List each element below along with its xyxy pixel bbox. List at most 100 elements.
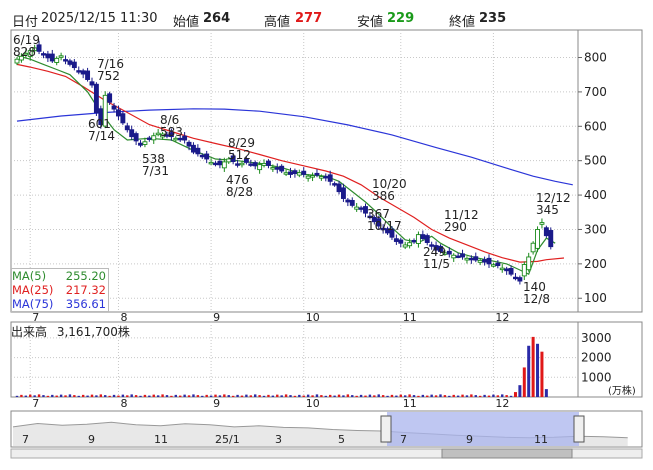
volume-bar [271,395,275,397]
candle-body [482,259,488,263]
volume-bar [126,395,129,397]
volume-bar [218,395,222,397]
volume-bar [236,394,239,397]
volume-bar [430,394,433,397]
annotation-price: 476 [226,173,249,187]
volume-bar [280,395,283,397]
navigator-scroll-thumb[interactable] [441,448,573,459]
candle-body [195,147,201,155]
candle-body [367,215,373,219]
navigator-label: 5 [338,433,345,446]
candle-body [45,53,51,59]
volume-bar [37,394,41,397]
volume-bar [42,395,45,397]
volume-bar [99,394,103,397]
navigator-scrollbar[interactable] [10,448,643,459]
volume-bar [68,394,72,397]
candle-body [221,161,227,169]
candle-body [89,81,95,86]
volume-bar [77,395,80,397]
volume-bar [536,343,540,397]
candle-body [213,162,218,166]
annotation-date: 8/29 [228,136,255,150]
volume-tick-label: 2000 [581,351,612,365]
annotation-date: 11/12 [444,208,479,222]
candle-body [252,162,258,167]
navigator-handle-right[interactable] [573,415,585,443]
volume-bar [518,385,522,397]
volume-bar [373,395,376,397]
volume-bar [231,395,235,397]
navigator-handle-left[interactable] [380,415,392,443]
volume-bar [86,395,89,397]
price-tick-label: 400 [584,188,607,202]
candle-body [446,250,452,255]
volume-bar [33,395,36,397]
candle-body [424,235,430,243]
volume-bar [306,394,310,397]
close-value: 235 [479,11,507,26]
price-tick-label: 800 [584,51,607,65]
annotation-price: 601 [88,117,111,131]
volume-bar [179,395,182,397]
volume-bar [390,394,394,397]
candle-body [389,228,395,238]
volume-bar [324,395,327,397]
price-tick-label: 700 [584,85,607,99]
volume-bar [15,395,19,397]
high-value: 277 [295,11,323,26]
candle-body [521,264,527,277]
candle-body [451,254,457,259]
volume-bar [359,394,363,397]
month-label-volume: 7 [32,397,39,410]
quote-header: 日付 2025/12/15 11:30 始値 264 高値 277 安値 229… [12,10,642,30]
volume-bar [174,394,178,397]
volume-bar [240,395,244,397]
candle-body [548,230,554,248]
candle-body [191,144,196,153]
month-label-volume: 12 [495,397,509,410]
low-value: 229 [387,11,415,26]
volume-bar [474,395,477,397]
volume-bar [544,389,548,397]
volume-bar [443,395,447,397]
volume-bar [439,394,442,397]
candle-body [398,239,404,244]
volume-bar [55,395,58,397]
volume-bar [249,395,252,397]
candle-body [146,137,152,140]
candle-body [318,176,324,179]
navigator-label: 7 [22,433,29,446]
annotation-date: 8/6 [160,113,179,127]
volume-label: 出来高 [11,325,48,339]
volume-bar [245,394,248,397]
candle-body [301,170,307,175]
candle-body [18,55,24,61]
candle-body [490,264,496,267]
price-axis-frame [577,29,643,313]
annotation-price: 386 [372,189,395,203]
candle-body [438,245,443,252]
candle-body [217,160,223,166]
annotation-price: 290 [444,220,467,234]
candle-body [54,57,60,63]
volume-bar [509,395,513,397]
volume-bar [522,367,526,397]
volume-bar [492,394,495,397]
candle-body [36,44,42,52]
month-label-price: 12 [495,311,509,324]
volume-bar [403,395,407,397]
volume-bar [368,394,372,397]
price-tick-label: 100 [584,291,607,305]
legend-ma5-value: 255.20 [65,269,106,283]
annotation-price: 752 [97,69,120,83]
month-label-price: 9 [213,311,220,324]
candle-body [111,105,117,110]
volume-bar [148,395,151,397]
month-label-volume: 10 [306,397,320,410]
legend-ma75-value: 356.61 [65,297,106,311]
volume-bar [289,395,292,397]
volume-bar [531,336,535,397]
volume-bar [364,395,367,397]
ma75-line [16,108,573,186]
